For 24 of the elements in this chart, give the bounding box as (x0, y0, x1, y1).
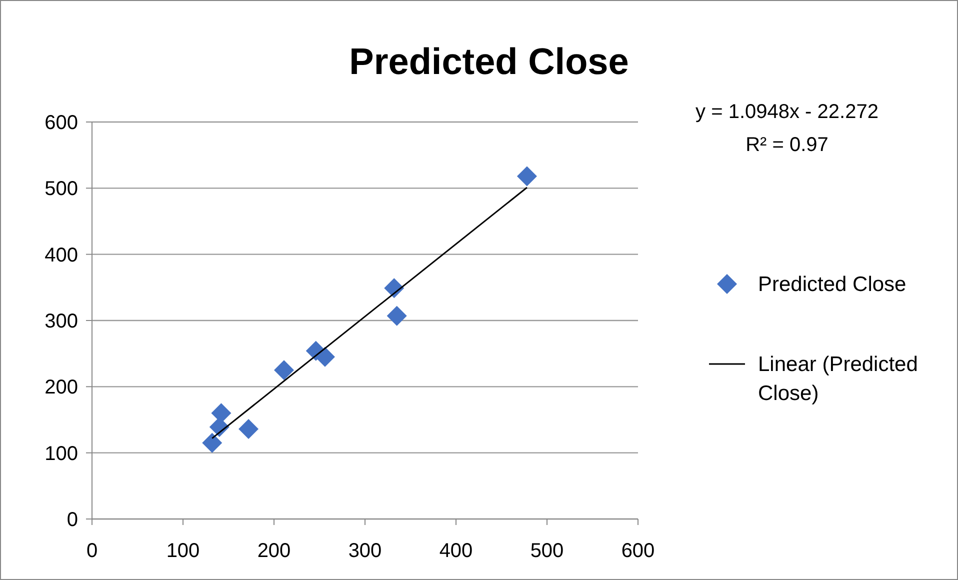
chart-title: Predicted Close (349, 41, 629, 82)
x-tick-label: 500 (530, 540, 564, 562)
y-tick-label: 100 (44, 442, 78, 465)
x-tick-label: 100 (166, 540, 200, 562)
legend-label: Predicted Close (758, 273, 906, 296)
y-tick-label: 0 (66, 509, 78, 531)
text: y = 1.0948x - 22.272 (696, 101, 878, 123)
point (516, 166, 537, 186)
text: R² = 0.97 (746, 134, 828, 156)
x-tick-label: 400 (439, 540, 473, 562)
y-tick-label: 500 (44, 178, 78, 200)
legend-label: Linear (Predicted Close) (758, 353, 918, 405)
x-tick-label: 300 (348, 540, 382, 562)
y-tick-label: 600 (44, 112, 78, 134)
y-tick-label: 200 (44, 376, 78, 399)
point (274, 360, 294, 380)
x-tick-label: 600 (621, 540, 655, 562)
point (238, 419, 259, 440)
y-tick-label: 300 (44, 310, 78, 332)
x-tick-label: 0 (86, 540, 98, 562)
point (202, 432, 222, 453)
x-tick-label: 200 (257, 540, 291, 562)
y-tick-label: 400 (44, 244, 78, 266)
point (386, 306, 407, 326)
